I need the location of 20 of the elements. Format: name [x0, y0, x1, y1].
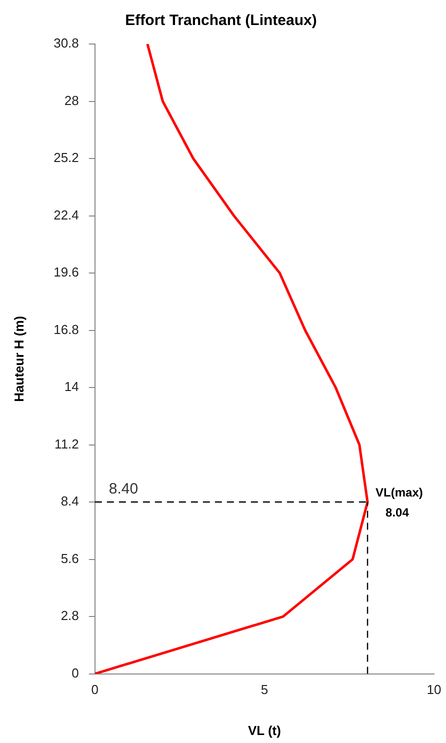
y-tick-label: 2.8: [60, 608, 79, 624]
x-tick-label: 0: [91, 682, 99, 698]
y-tick-label: 28: [64, 92, 79, 108]
y-tick-label: 11.2: [54, 436, 79, 452]
chart-title: Effort Tranchant (Linteaux): [125, 12, 317, 30]
x-tick-label: 5: [260, 682, 268, 698]
y-tick-label: 25.2: [54, 150, 79, 166]
y-tick-label: 30.8: [54, 36, 79, 51]
y-tick-label: 0: [72, 665, 79, 680]
y-tick-label: 16.8: [54, 322, 79, 337]
x-tick-label: 10: [426, 682, 442, 698]
y-axis-title: Hauteur H (m): [11, 316, 26, 402]
y-tick-label: 8.4: [60, 494, 79, 509]
ref-line-label: 8.40: [108, 480, 138, 498]
x-axis-title: VL (t): [248, 722, 281, 738]
ref-line-label: VL(max) 8.04: [376, 485, 423, 520]
y-tick-label: 22.4: [54, 207, 79, 222]
y-tick-label: 14: [64, 379, 79, 394]
y-tick-label: 5.6: [60, 550, 79, 566]
y-tick-label: 19.6: [54, 264, 79, 280]
